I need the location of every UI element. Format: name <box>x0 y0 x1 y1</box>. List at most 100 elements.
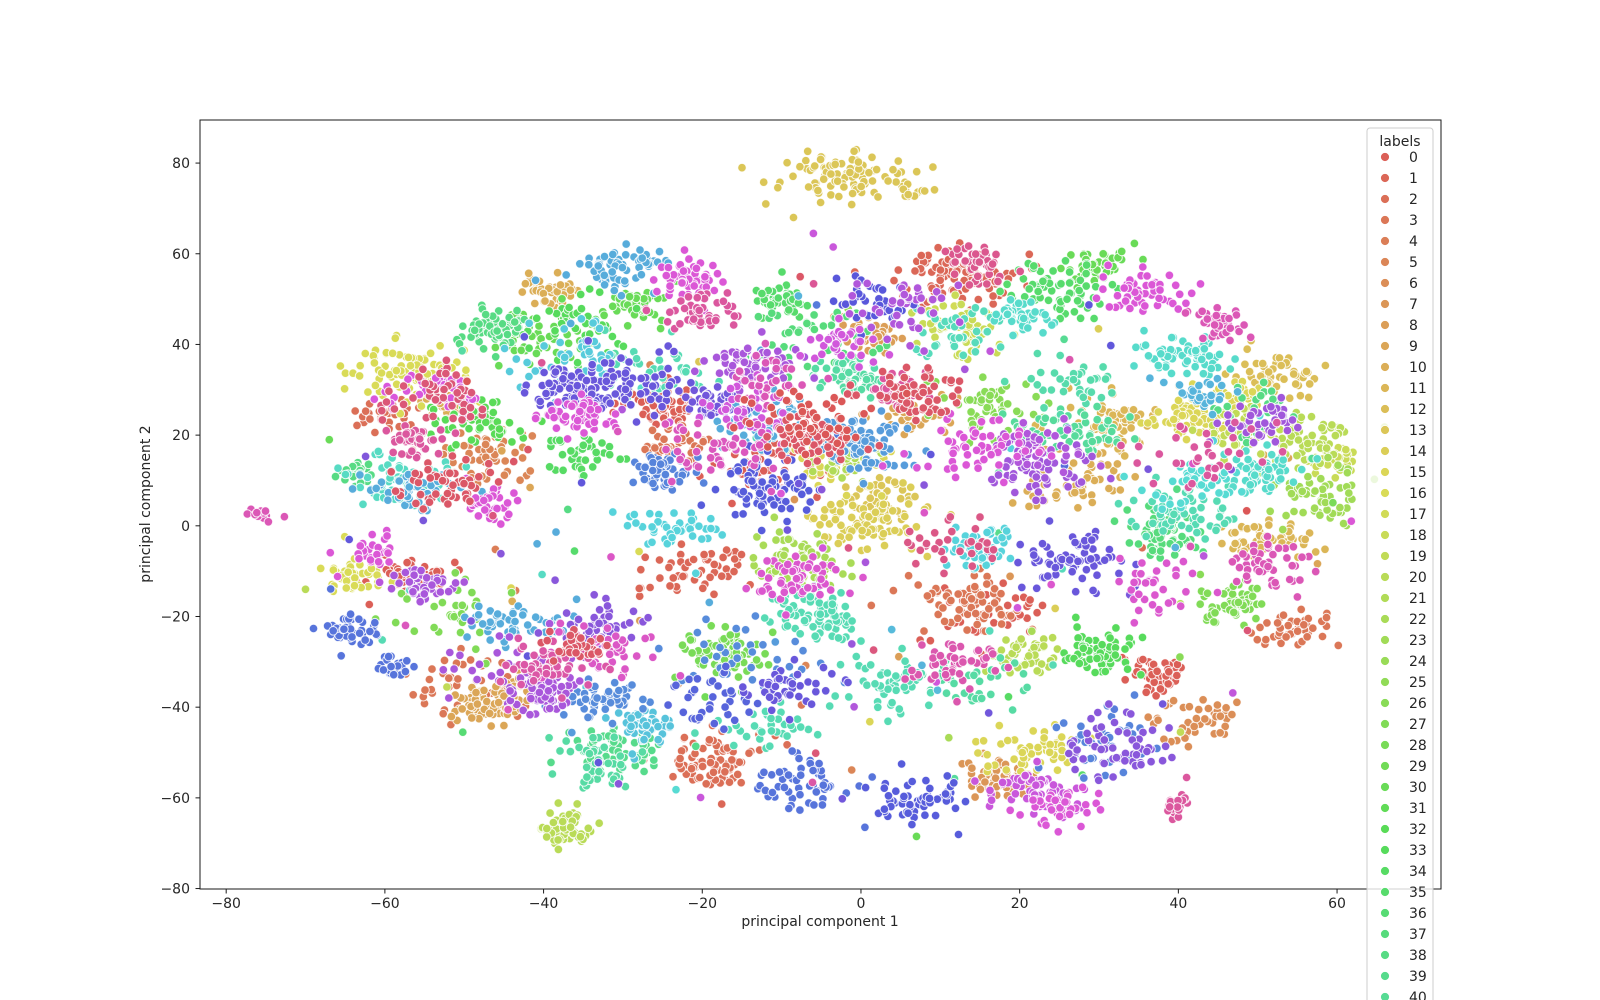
legend-entry: 37 <box>1380 927 1427 943</box>
legend-entry: 14 <box>1380 444 1427 460</box>
axes-frame <box>199 119 1442 890</box>
legend: labels0123456789101112131415161718192021… <box>1366 127 1434 1000</box>
legend-entry: 6 <box>1380 276 1418 292</box>
x-axis-ticks: −80 −60 −40 −20 0 20 40 60 <box>211 889 1346 912</box>
legend-entry-label: 3 <box>1409 213 1418 229</box>
legend-entry-label: 18 <box>1409 528 1427 544</box>
legend-entry: 18 <box>1380 528 1427 544</box>
legend-swatch <box>1380 446 1390 456</box>
legend-entry: 25 <box>1380 675 1427 691</box>
legend-title: labels <box>1379 134 1420 150</box>
y-tick-label: 60 <box>172 247 190 263</box>
legend-swatch <box>1380 236 1390 246</box>
x-tick-label: −40 <box>529 896 559 912</box>
legend-swatch <box>1380 572 1390 582</box>
legend-entry-label: 8 <box>1409 318 1418 334</box>
y-tick-label: 80 <box>172 156 190 172</box>
legend-entry: 23 <box>1380 633 1427 649</box>
x-axis-label: principal component 1 <box>741 914 898 930</box>
legend-entry: 8 <box>1380 318 1418 334</box>
legend-entry: 17 <box>1380 507 1427 523</box>
legend-entry: 11 <box>1380 381 1427 397</box>
y-axis-ticks: 80 60 40 20 0 −20 −40 −60 −80 <box>160 156 200 898</box>
legend-swatch <box>1380 593 1390 603</box>
legend-swatch <box>1380 278 1390 288</box>
x-tick-label: 20 <box>1011 896 1029 912</box>
legend-entry-label: 7 <box>1409 297 1418 313</box>
x-tick-label: −60 <box>370 896 400 912</box>
legend-entry: 36 <box>1380 906 1427 922</box>
legend-swatch <box>1380 383 1390 393</box>
legend-entry-label: 19 <box>1409 549 1427 565</box>
legend-entry: 27 <box>1380 717 1427 733</box>
legend-entry: 35 <box>1380 885 1427 901</box>
legend-swatch <box>1380 698 1390 708</box>
legend-swatch <box>1380 740 1390 750</box>
legend-entry-label: 2 <box>1409 192 1418 208</box>
legend-swatch <box>1380 719 1390 729</box>
legend-entry-label: 0 <box>1409 150 1418 166</box>
x-tick-label: 60 <box>1328 896 1346 912</box>
legend-entry: 22 <box>1380 612 1427 628</box>
legend-entry: 24 <box>1380 654 1427 670</box>
legend-entry-label: 35 <box>1409 885 1427 901</box>
y-tick-label: 0 <box>181 519 190 535</box>
legend-entry: 32 <box>1380 822 1427 838</box>
legend-entry-label: 12 <box>1409 402 1427 418</box>
legend-entry-label: 24 <box>1409 654 1427 670</box>
legend-entry: 31 <box>1380 801 1427 817</box>
y-tick-label: −40 <box>160 700 190 716</box>
legend-entry-label: 25 <box>1409 675 1427 691</box>
legend-swatch <box>1380 782 1390 792</box>
legend-entry: 5 <box>1380 255 1418 271</box>
legend-entry-label: 34 <box>1409 864 1427 880</box>
legend-swatch <box>1380 971 1390 981</box>
legend-entry: 38 <box>1380 948 1427 964</box>
legend-entry-label: 9 <box>1409 339 1418 355</box>
legend-swatch <box>1380 194 1390 204</box>
legend-entry: 9 <box>1380 339 1418 355</box>
legend-entry: 28 <box>1380 738 1427 754</box>
legend-swatch <box>1380 215 1390 225</box>
legend-entry-label: 14 <box>1409 444 1427 460</box>
legend-entry-label: 26 <box>1409 696 1427 712</box>
legend-swatch <box>1380 467 1390 477</box>
legend-swatch <box>1380 509 1390 519</box>
legend-swatch <box>1380 656 1390 666</box>
legend-entry: 30 <box>1380 780 1427 796</box>
legend-entry: 39 <box>1380 969 1427 985</box>
legend-entry-label: 20 <box>1409 570 1427 586</box>
legend-entry: 7 <box>1380 297 1418 313</box>
legend-swatch <box>1380 173 1390 183</box>
legend-entry-label: 17 <box>1409 507 1427 523</box>
legend-entry-label: 31 <box>1409 801 1427 817</box>
legend-entry: 12 <box>1380 402 1427 418</box>
legend-entry-label: 1 <box>1409 171 1418 187</box>
legend-swatch <box>1380 908 1390 918</box>
legend-swatch <box>1380 992 1390 1000</box>
legend-entry-label: 36 <box>1409 906 1427 922</box>
legend-entry-label: 5 <box>1409 255 1418 271</box>
y-tick-label: −60 <box>160 791 190 807</box>
legend-entry: 29 <box>1380 759 1427 775</box>
legend-entry-label: 30 <box>1409 780 1427 796</box>
legend-entry: 15 <box>1380 465 1427 481</box>
legend-entry: 0 <box>1380 150 1418 166</box>
x-tick-label: 40 <box>1169 896 1187 912</box>
legend-entry: 2 <box>1380 192 1418 208</box>
legend-entry-label: 11 <box>1409 381 1427 397</box>
x-tick-label: −80 <box>211 896 241 912</box>
legend-swatch <box>1380 341 1390 351</box>
legend-entry-label: 39 <box>1409 969 1427 985</box>
legend-swatch <box>1380 635 1390 645</box>
y-axis-label: principal component 2 <box>138 425 154 582</box>
legend-entry: 21 <box>1380 591 1427 607</box>
legend-swatch <box>1380 929 1390 939</box>
legend-entry: 20 <box>1380 570 1427 586</box>
x-tick-label: −20 <box>687 896 717 912</box>
legend-swatch <box>1380 530 1390 540</box>
legend-swatch <box>1380 824 1390 834</box>
legend-entry: 13 <box>1380 423 1427 439</box>
